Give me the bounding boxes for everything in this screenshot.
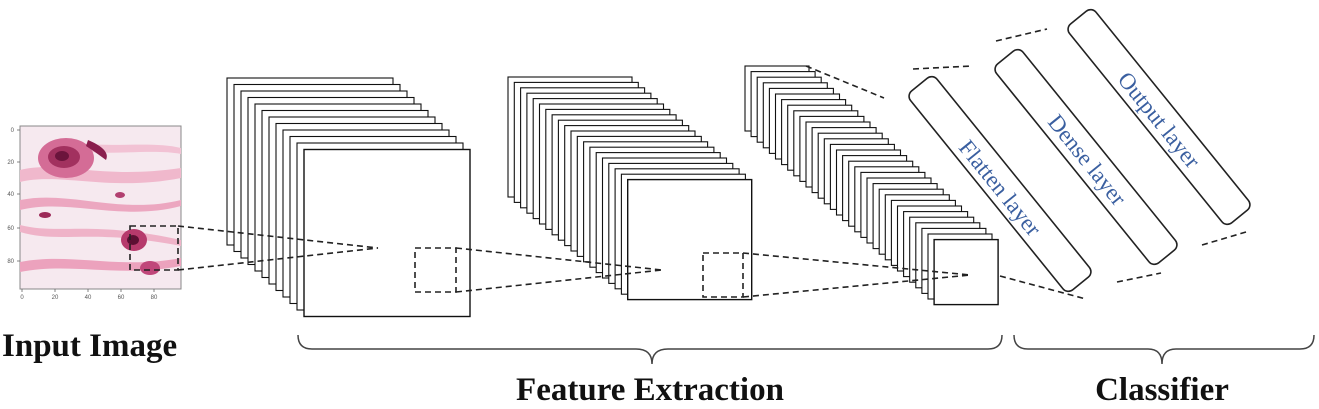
x-tick-label: 0 bbox=[20, 295, 24, 301]
x-tick-label: 20 bbox=[52, 295, 59, 301]
output-layer-label: Output layer bbox=[1113, 67, 1205, 173]
feature-map bbox=[627, 178, 753, 301]
input-image: 0 20 40 60 80 0 20 40 60 80 bbox=[7, 125, 182, 301]
classifier-label: Classifier bbox=[1095, 372, 1229, 408]
x-tick-label: 80 bbox=[151, 295, 158, 301]
y-tick-label: 20 bbox=[7, 160, 14, 166]
tissue-image bbox=[17, 125, 182, 292]
dense-layer-label: Dense layer bbox=[1043, 110, 1131, 211]
y-tick-label: 40 bbox=[7, 192, 14, 198]
y-tick-label: 80 bbox=[7, 259, 14, 265]
feature-extraction-brace bbox=[297, 334, 1003, 365]
feature-map bbox=[303, 148, 471, 318]
stack2-receptive-field bbox=[702, 252, 744, 298]
input-receptive-field bbox=[129, 225, 179, 271]
classifier-brace bbox=[1013, 334, 1315, 365]
feature-extraction-label: Feature Extraction bbox=[516, 372, 784, 408]
input-image-label: Input Image bbox=[2, 328, 177, 364]
x-tick-label: 60 bbox=[118, 295, 125, 301]
y-tick-label: 60 bbox=[7, 226, 14, 232]
feature-map-stack-2 bbox=[507, 76, 753, 301]
feature-map-stack-3 bbox=[744, 65, 999, 306]
x-tick-label: 40 bbox=[85, 295, 92, 301]
connection-lines bbox=[177, 28, 1247, 300]
y-tick-label: 0 bbox=[11, 128, 15, 134]
feature-map-stack-1 bbox=[226, 77, 471, 318]
stack1-receptive-field bbox=[414, 247, 457, 293]
